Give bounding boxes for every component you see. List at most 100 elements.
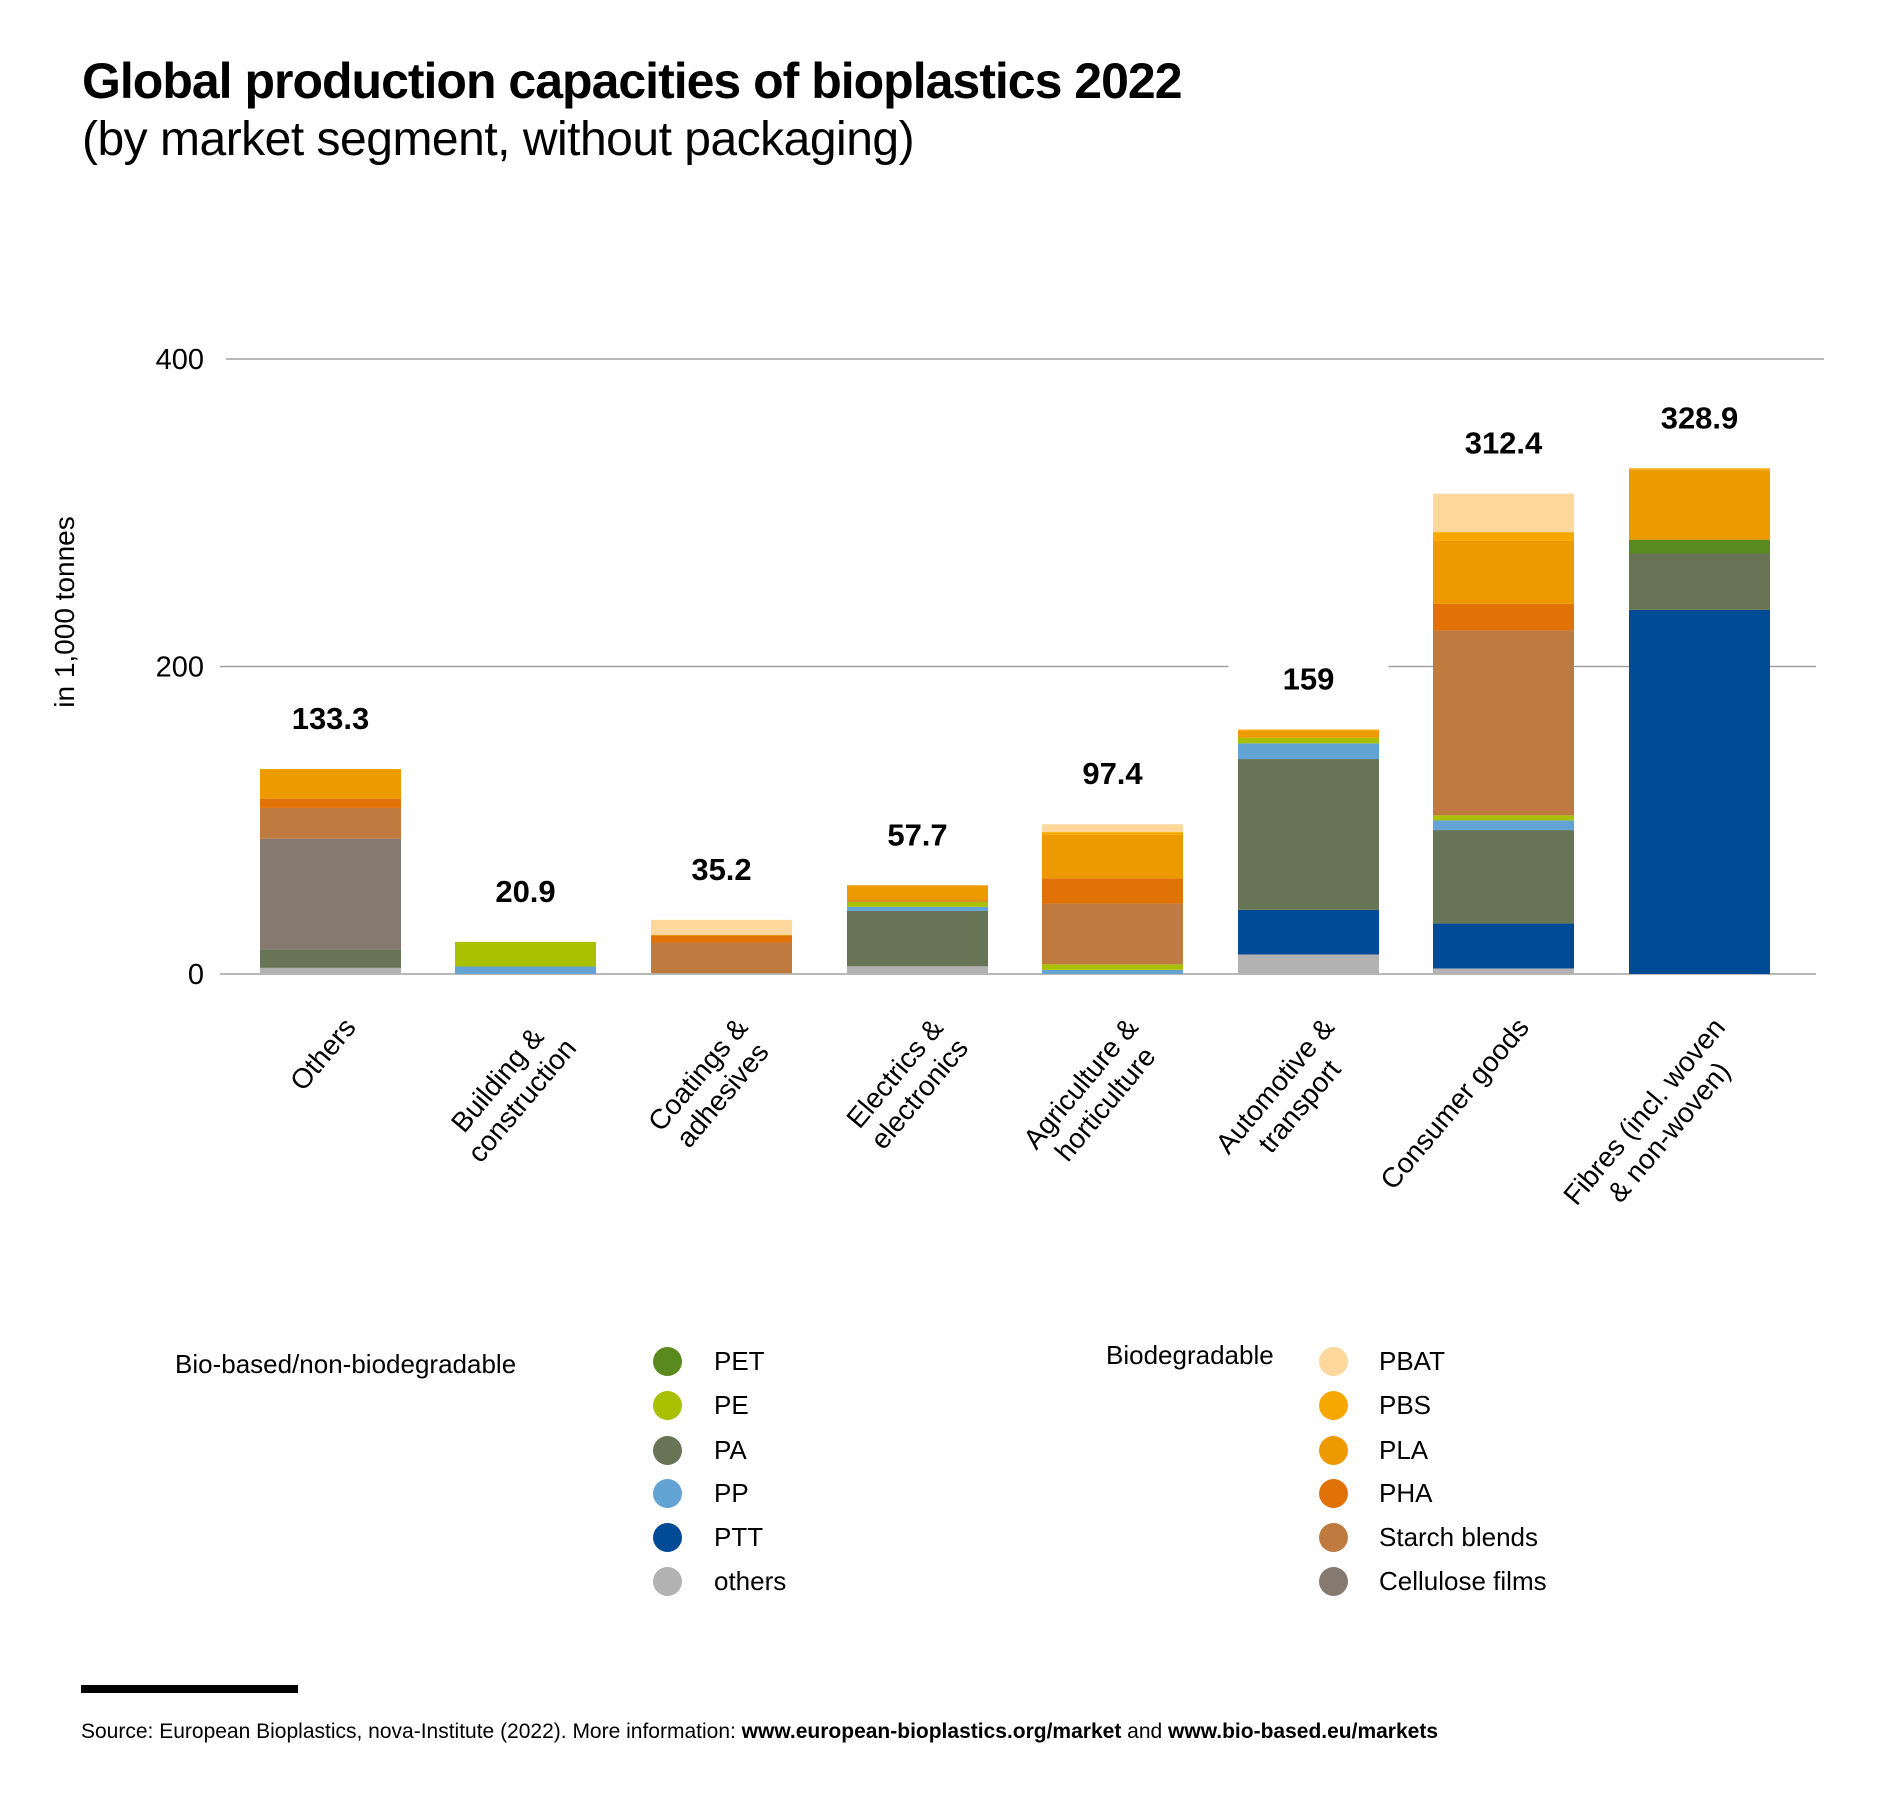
value-label: 133.3 (292, 701, 370, 736)
bar-segment-cellulose-films (260, 838, 401, 950)
legend-swatch-icon (653, 1523, 682, 1552)
legend-item-label: PET (714, 1346, 765, 1376)
source-link-european-bioplastics[interactable]: www.european-bioplastics.org/market (741, 1720, 1122, 1743)
value-label-background (250, 696, 411, 741)
bar-segment-starch-blends (260, 807, 401, 839)
bar-segment-ptt (1433, 923, 1574, 969)
legend-swatch-icon (653, 1436, 682, 1465)
bar-segment-others (1433, 968, 1574, 974)
legend-swatch-icon (653, 1391, 682, 1420)
legend-swatch-icon (1319, 1391, 1348, 1420)
y-tick-label: 400 (156, 344, 204, 376)
bar-segment-pbs (1042, 832, 1183, 835)
y-tick-label: 200 (156, 652, 204, 684)
value-label: 312.4 (1465, 426, 1543, 461)
bar-segment-pbs (1629, 468, 1770, 471)
y-tick-label: 0 (188, 959, 204, 991)
bar-segment-pha (260, 798, 401, 808)
bar-segment-pha (1042, 878, 1183, 904)
chart-title: Global production capacities of bioplast… (82, 53, 1183, 109)
bar-segment-pp (847, 906, 988, 911)
bar-stack (1042, 824, 1183, 974)
bar-segment-pp (455, 966, 596, 974)
value-label: 159 (1283, 662, 1335, 697)
bar-segment-pla (1238, 730, 1379, 738)
bar-segment-pp (1042, 969, 1183, 974)
bar-segment-pa (1238, 759, 1379, 910)
bar-segment-pbat (651, 919, 792, 935)
bar-segment-ptt (1629, 609, 1770, 974)
bar-segment-pbat (1042, 824, 1183, 833)
legend-swatch-icon (653, 1567, 682, 1596)
source-text: Source: European Bioplastics, nova-Insti… (81, 1720, 742, 1743)
bar-segment-pla (1433, 540, 1574, 604)
value-label: 20.9 (495, 874, 555, 909)
legend-item-label: PP (714, 1478, 749, 1508)
value-label-background (1619, 395, 1780, 440)
legend-item-label: PBS (1379, 1390, 1432, 1420)
bar-segment-others (1238, 954, 1379, 974)
y-axis-title: in 1,000 tonnes (49, 516, 80, 708)
bar-stack (847, 885, 988, 974)
legend-swatch-icon (1319, 1436, 1348, 1465)
bar-segment-pha (651, 935, 792, 943)
legend-item-label: others (714, 1566, 787, 1596)
legend-swatch-icon (653, 1479, 682, 1508)
bar-segment-pp (1433, 820, 1574, 831)
value-label-background (1032, 751, 1193, 796)
bar-segment-pa (1629, 553, 1770, 610)
legend-item-label: PA (714, 1435, 747, 1465)
bar-segment-pla (1629, 470, 1770, 540)
legend-item-label: PTT (714, 1522, 764, 1552)
bar-segment-pa (847, 910, 988, 967)
chart-subtitle: (by market segment, without packaging) (82, 113, 915, 166)
bar-stack (1629, 468, 1770, 974)
bar-stack (455, 941, 596, 974)
legend-item-label: Cellulose films (1379, 1566, 1547, 1596)
bar-segment-pe (1238, 737, 1379, 744)
bar-segment-others (651, 973, 792, 974)
value-label: 57.7 (887, 817, 947, 852)
bar-segment-pla (847, 885, 988, 901)
value-label-background (1423, 420, 1584, 465)
bar-segment-others (847, 966, 988, 974)
source-note: Source: European Bioplastics, nova-Insti… (81, 1720, 1438, 1744)
bar-segment-pbat (1433, 493, 1574, 533)
footer-divider (81, 1685, 298, 1693)
bar-segment-starch-blends (1042, 903, 1183, 965)
legend-swatch-icon (653, 1347, 682, 1376)
source-and: and (1121, 1720, 1169, 1743)
value-label: 97.4 (1082, 756, 1143, 791)
bar-stack (651, 919, 792, 974)
bar-segment-starch-blends (1433, 630, 1574, 816)
bar-segment-pet (1629, 539, 1770, 554)
value-label-background (1228, 656, 1389, 701)
bar-segment-pe (1433, 815, 1574, 821)
bar-stack (1238, 729, 1379, 974)
bar-stack (260, 769, 401, 974)
bar-segment-starch-blends (651, 942, 792, 974)
value-label-background (445, 868, 606, 913)
legend-item-label: Starch blends (1379, 1522, 1538, 1552)
legend-group-title: Biodegradable (1106, 1340, 1274, 1370)
bar-segment-pa (1433, 830, 1574, 924)
legend-item-label: PLA (1379, 1435, 1429, 1465)
bar-segment-pla (651, 934, 792, 936)
value-label-background (641, 846, 802, 891)
bar-segment-pha (847, 900, 988, 902)
bar-segment-ptt (1238, 909, 1379, 955)
bar-segment-pe (847, 901, 988, 907)
bar-segment-pe (455, 941, 596, 967)
legend-group-title: Bio-based/non-biodegradable (175, 1349, 517, 1379)
legend-swatch-icon (1319, 1479, 1348, 1508)
legend-item-label: PBAT (1379, 1346, 1445, 1376)
value-label: 328.9 (1661, 400, 1739, 435)
legend-swatch-icon (1319, 1567, 1348, 1596)
bar-segment-pla (260, 769, 401, 799)
value-label-background (837, 812, 998, 857)
source-link-bio-based[interactable]: www.bio-based.eu/markets (1168, 1720, 1438, 1743)
bar-segment-pa (260, 949, 401, 968)
bar-segment-pbs (1238, 729, 1379, 731)
bar-segment-pbs (1433, 532, 1574, 541)
